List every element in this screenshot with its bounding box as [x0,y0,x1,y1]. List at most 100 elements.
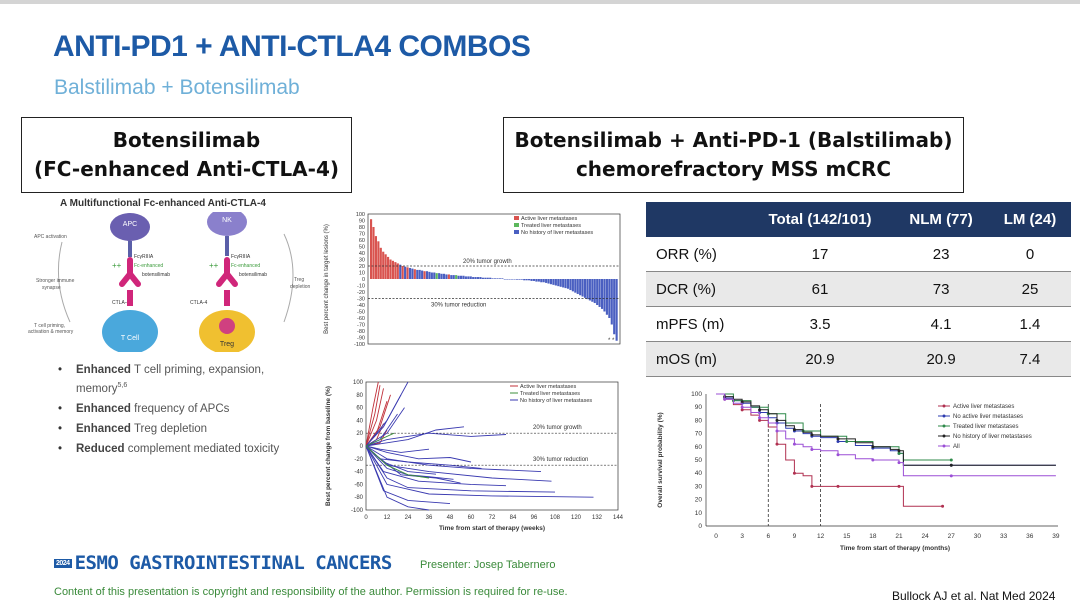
waterfall-bar [452,275,455,279]
spider-line [365,432,507,447]
x-tick-label: 120 [571,515,582,521]
legend-marker [942,444,946,448]
y-tick-label: -100 [351,508,364,514]
censor-mark [775,418,779,422]
y-tick-label: 20 [695,497,703,504]
legend-swatch [514,223,519,227]
box-right-line2: chemorefractory MSS mCRC [575,157,892,181]
spider-line [365,385,381,447]
treg-depletion-label-1: Treg [294,277,304,283]
y-tick-label: 30 [695,483,703,490]
ctla4-label-right: CTLA-4 [190,300,207,306]
spider-line [365,445,430,511]
y-tick-label: 100 [353,380,364,386]
legend-label: No active liver metastases [953,414,1023,420]
spider-line [365,445,430,479]
table-cell: 20.9 [746,341,894,377]
legend-marker [942,414,946,418]
waterfall-bar [396,263,399,279]
y-axis-label: Best percent change from baseline (%) [325,386,332,506]
legend-label: All [953,444,960,450]
y-tick-label: -20 [354,457,363,463]
waterfall-bar [481,277,484,279]
x-tick-label: 39 [1052,533,1060,540]
x-tick-label: 27 [948,533,956,540]
waterfall-bar [428,271,431,279]
y-tick-label: 0 [360,444,364,450]
table-header: NLM (77) [893,202,989,237]
waterfall-bar [593,279,596,304]
x-tick-label: 18 [869,533,877,540]
tcell-priming-label-2: activation & memory [28,329,74,335]
citation: Bullock AJ et al. Nat Med 2024 [892,589,1056,603]
waterfall-bar [559,279,562,287]
x-tick-label: 3 [740,533,744,540]
waterfall-bar [576,279,579,294]
y-tick-label: 30 [359,258,365,264]
y-tick-label: 80 [695,417,703,424]
x-axis-label: Time from start of therapy (weeks) [439,525,545,532]
spider-line [365,381,379,447]
antibody-left [119,257,141,287]
fcgr-right [225,236,229,256]
waterfall-bar [384,254,387,279]
fcyriiia-label-left: FcγRIIIA [134,254,154,260]
y-tick-label: 0 [362,277,365,283]
waterfall-bar [413,269,416,279]
censor-mark [792,471,796,475]
y-tick-label: -70 [357,323,365,329]
censor-mark [792,428,796,432]
table-row: ORR (%) 17 23 0 [646,237,1071,272]
waterfall-bar [591,279,594,302]
censor-mark [810,447,814,451]
waterfall-bar [459,275,463,279]
y-axis-label: Overall survival probability (%) [657,412,664,507]
legend-label: Treated liver metastases [520,391,580,397]
y-tick-label: 0 [698,523,702,530]
waterfall-bar [515,279,519,280]
censor-mark [871,458,875,462]
y-tick-label: 70 [695,431,703,438]
waterfall-bar [525,279,528,281]
legend-swatch [514,230,519,234]
t-cell [102,310,158,352]
waterfall-bar [387,256,390,279]
table-cell: 0 [988,237,1071,272]
waterfall-bar [613,279,616,335]
waterfall-bar [462,275,465,279]
x-tick-label: 6 [766,533,770,540]
waterfall-bar [508,279,511,280]
esmo-logo: 2024 ESMO GASTROINTESTINAL CANCERS [54,552,392,574]
x-tick-label: 48 [447,515,454,521]
waterfall-bar [598,279,601,307]
waterfall-bar [545,279,548,283]
y-axis-label: Best percent change in target lesions (%… [324,224,330,334]
x-tick-label: 30 [974,533,982,540]
x-tick-label: 12 [384,515,391,521]
box-right-line1: Botensilimab + Anti-PD-1 (Balstilimab) [514,128,953,152]
waterfall-bar [467,276,470,279]
spider-line [365,445,542,473]
table-row: mPFS (m) 3.5 4.1 1.4 [646,306,1071,342]
waterfall-bar [404,266,407,279]
x-tick-label: 9 [793,533,797,540]
x-tick-label: 12 [817,533,825,540]
table-cell: 20.9 [893,341,989,377]
esmo-logo-text: ESMO GASTROINTESTINAL CANCERS [74,552,393,574]
waterfall-bar [421,270,424,279]
slide-subtitle: Balstilimab + Botensilimab [54,76,300,99]
waterfall-bar [391,260,395,279]
growth-annotation: 20% tumor growth [463,259,512,265]
y-tick-label: 20 [356,431,363,437]
waterfall-chart: 1009080706050403020100-10-20-30-40-50-60… [324,212,621,348]
waterfall-bar [564,279,567,289]
antibody-right [216,257,238,287]
censor-mark [758,408,762,412]
legend-marker [942,404,946,408]
waterfall-bar [571,279,574,292]
fc-enhanced-label-left: Fc-enhanced [134,263,163,269]
waterfall-bar [562,279,565,288]
y-tick-label: 10 [359,271,365,277]
legend-label: No history of liver metastases [521,230,593,236]
